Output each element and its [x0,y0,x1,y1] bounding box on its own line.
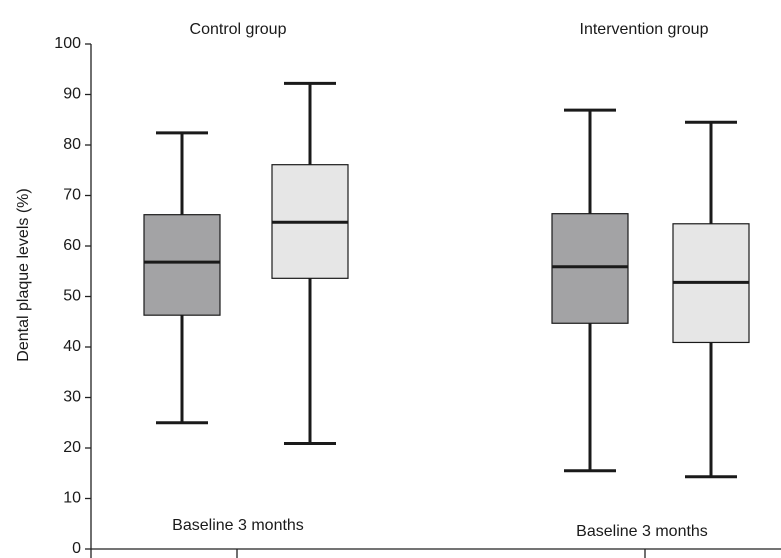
y-tick-label: 40 [63,338,81,355]
y-tick-label: 80 [63,136,81,153]
box-plot [271,81,349,445]
y-ticks: 0 10 20 30 40 50 60 70 80 90 100 [54,35,91,557]
y-tick-label: 70 [63,187,81,204]
y-axis: Dental plaque levels (%) [15,44,781,558]
y-tick-label: 90 [63,86,81,103]
group-title: Control group [190,21,287,38]
y-tick-label: 10 [63,490,81,507]
y-tick-label: 50 [63,288,81,305]
y-axis-label: Dental plaque levels (%) [15,188,32,361]
y-tick-label: 100 [54,35,81,52]
box-plot [672,120,750,479]
box-iqr [551,213,629,324]
box-plot [551,108,629,473]
y-tick-label: 30 [63,389,81,406]
y-tick-label: 60 [63,237,81,254]
y-tick-label: 20 [63,439,81,456]
box-iqr [143,214,221,316]
group-caption: Baseline 3 months [172,517,304,534]
box-group: Intervention group Baseline 3 months [551,21,750,540]
box-group: Control group Baseline 3 months [143,21,349,534]
y-tick-label: 0 [72,540,81,557]
group-title: Intervention group [580,21,709,38]
box-plot [143,131,221,425]
group-caption: Baseline 3 months [576,523,708,540]
